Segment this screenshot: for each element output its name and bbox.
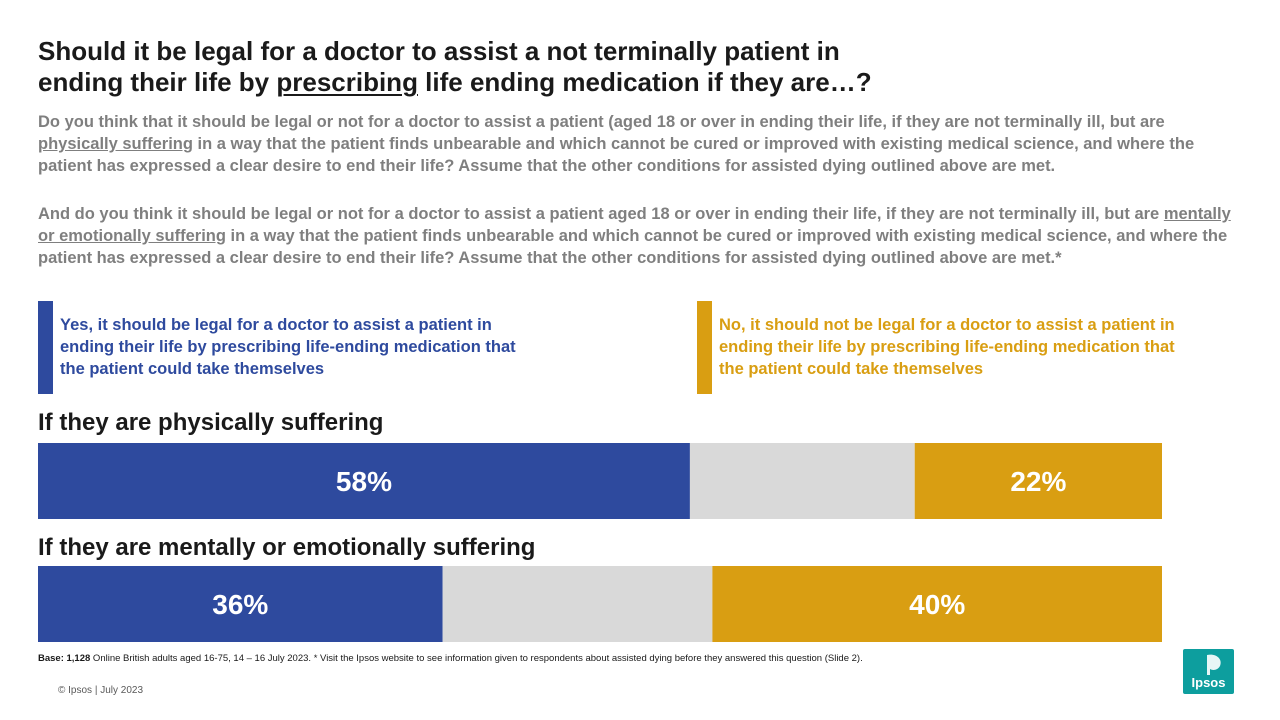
title-line-2-end: life ending medication if they are…?	[417, 67, 872, 97]
question-1-start: Do you think that it should be legal or …	[38, 113, 1165, 131]
legend-no-swatch	[697, 301, 712, 394]
category-label-mental: If they are mentally or emotionally suff…	[38, 534, 536, 561]
ipsos-logo-mark	[1207, 654, 1221, 675]
bar-physical-yes	[38, 443, 690, 519]
title-underlined-word: prescribing	[276, 67, 418, 97]
category-label-physical: If they are physically suffering	[38, 409, 384, 436]
question-text-physical: Do you think that it should be legal or …	[38, 111, 1248, 177]
data-label-mental-yes: 36%	[212, 589, 268, 620]
question-2-end: in a way that the patient finds unbearab…	[38, 227, 1228, 267]
footnote-base: Base: 1,128	[38, 653, 91, 664]
question-2-start: And do you think it should be legal or n…	[38, 205, 1164, 223]
bar-physical-no	[914, 443, 1162, 519]
ipsos-logo-text: Ipsos	[1192, 675, 1226, 690]
ipsos-logo: Ipsos	[1183, 649, 1234, 694]
legend-yes-swatch	[38, 301, 53, 394]
question-1-end: in a way that the patient finds unbearab…	[38, 135, 1195, 175]
bar-mental-yes	[38, 566, 443, 642]
data-label-physical-no: 22%	[1010, 466, 1066, 497]
bar-physical-neither	[689, 443, 915, 519]
question-2-underlined: mentally or emotionally suffering	[38, 205, 1231, 245]
bar-mental-neither	[442, 566, 713, 642]
title-line-1: Should it be legal for a doctor to assis…	[38, 36, 840, 66]
question-text-mental: And do you think it should be legal or n…	[38, 203, 1248, 269]
title-line-2-start: ending their life by	[38, 67, 277, 97]
legend-no-label: No, it should not be legal for a doctor …	[719, 316, 1175, 378]
footnote: Base: 1,128 Online British adults aged 1…	[38, 653, 863, 664]
copyright: © Ipsos | July 2023	[58, 685, 144, 696]
data-label-mental-no: 40%	[909, 589, 965, 620]
page-title: Should it be legal for a doctor to assis…	[38, 36, 1038, 98]
footnote-text: Online British adults aged 16-75, 14 – 1…	[90, 653, 863, 664]
question-1-underlined: physically suffering	[38, 135, 193, 153]
bar-mental-no	[712, 566, 1162, 642]
stacked-bar-chart: 58% 22% 36% 40%	[38, 443, 1162, 642]
legend-yes-label: Yes, it should be legal for a doctor to …	[60, 316, 516, 378]
data-label-physical-yes: 58%	[336, 466, 392, 497]
